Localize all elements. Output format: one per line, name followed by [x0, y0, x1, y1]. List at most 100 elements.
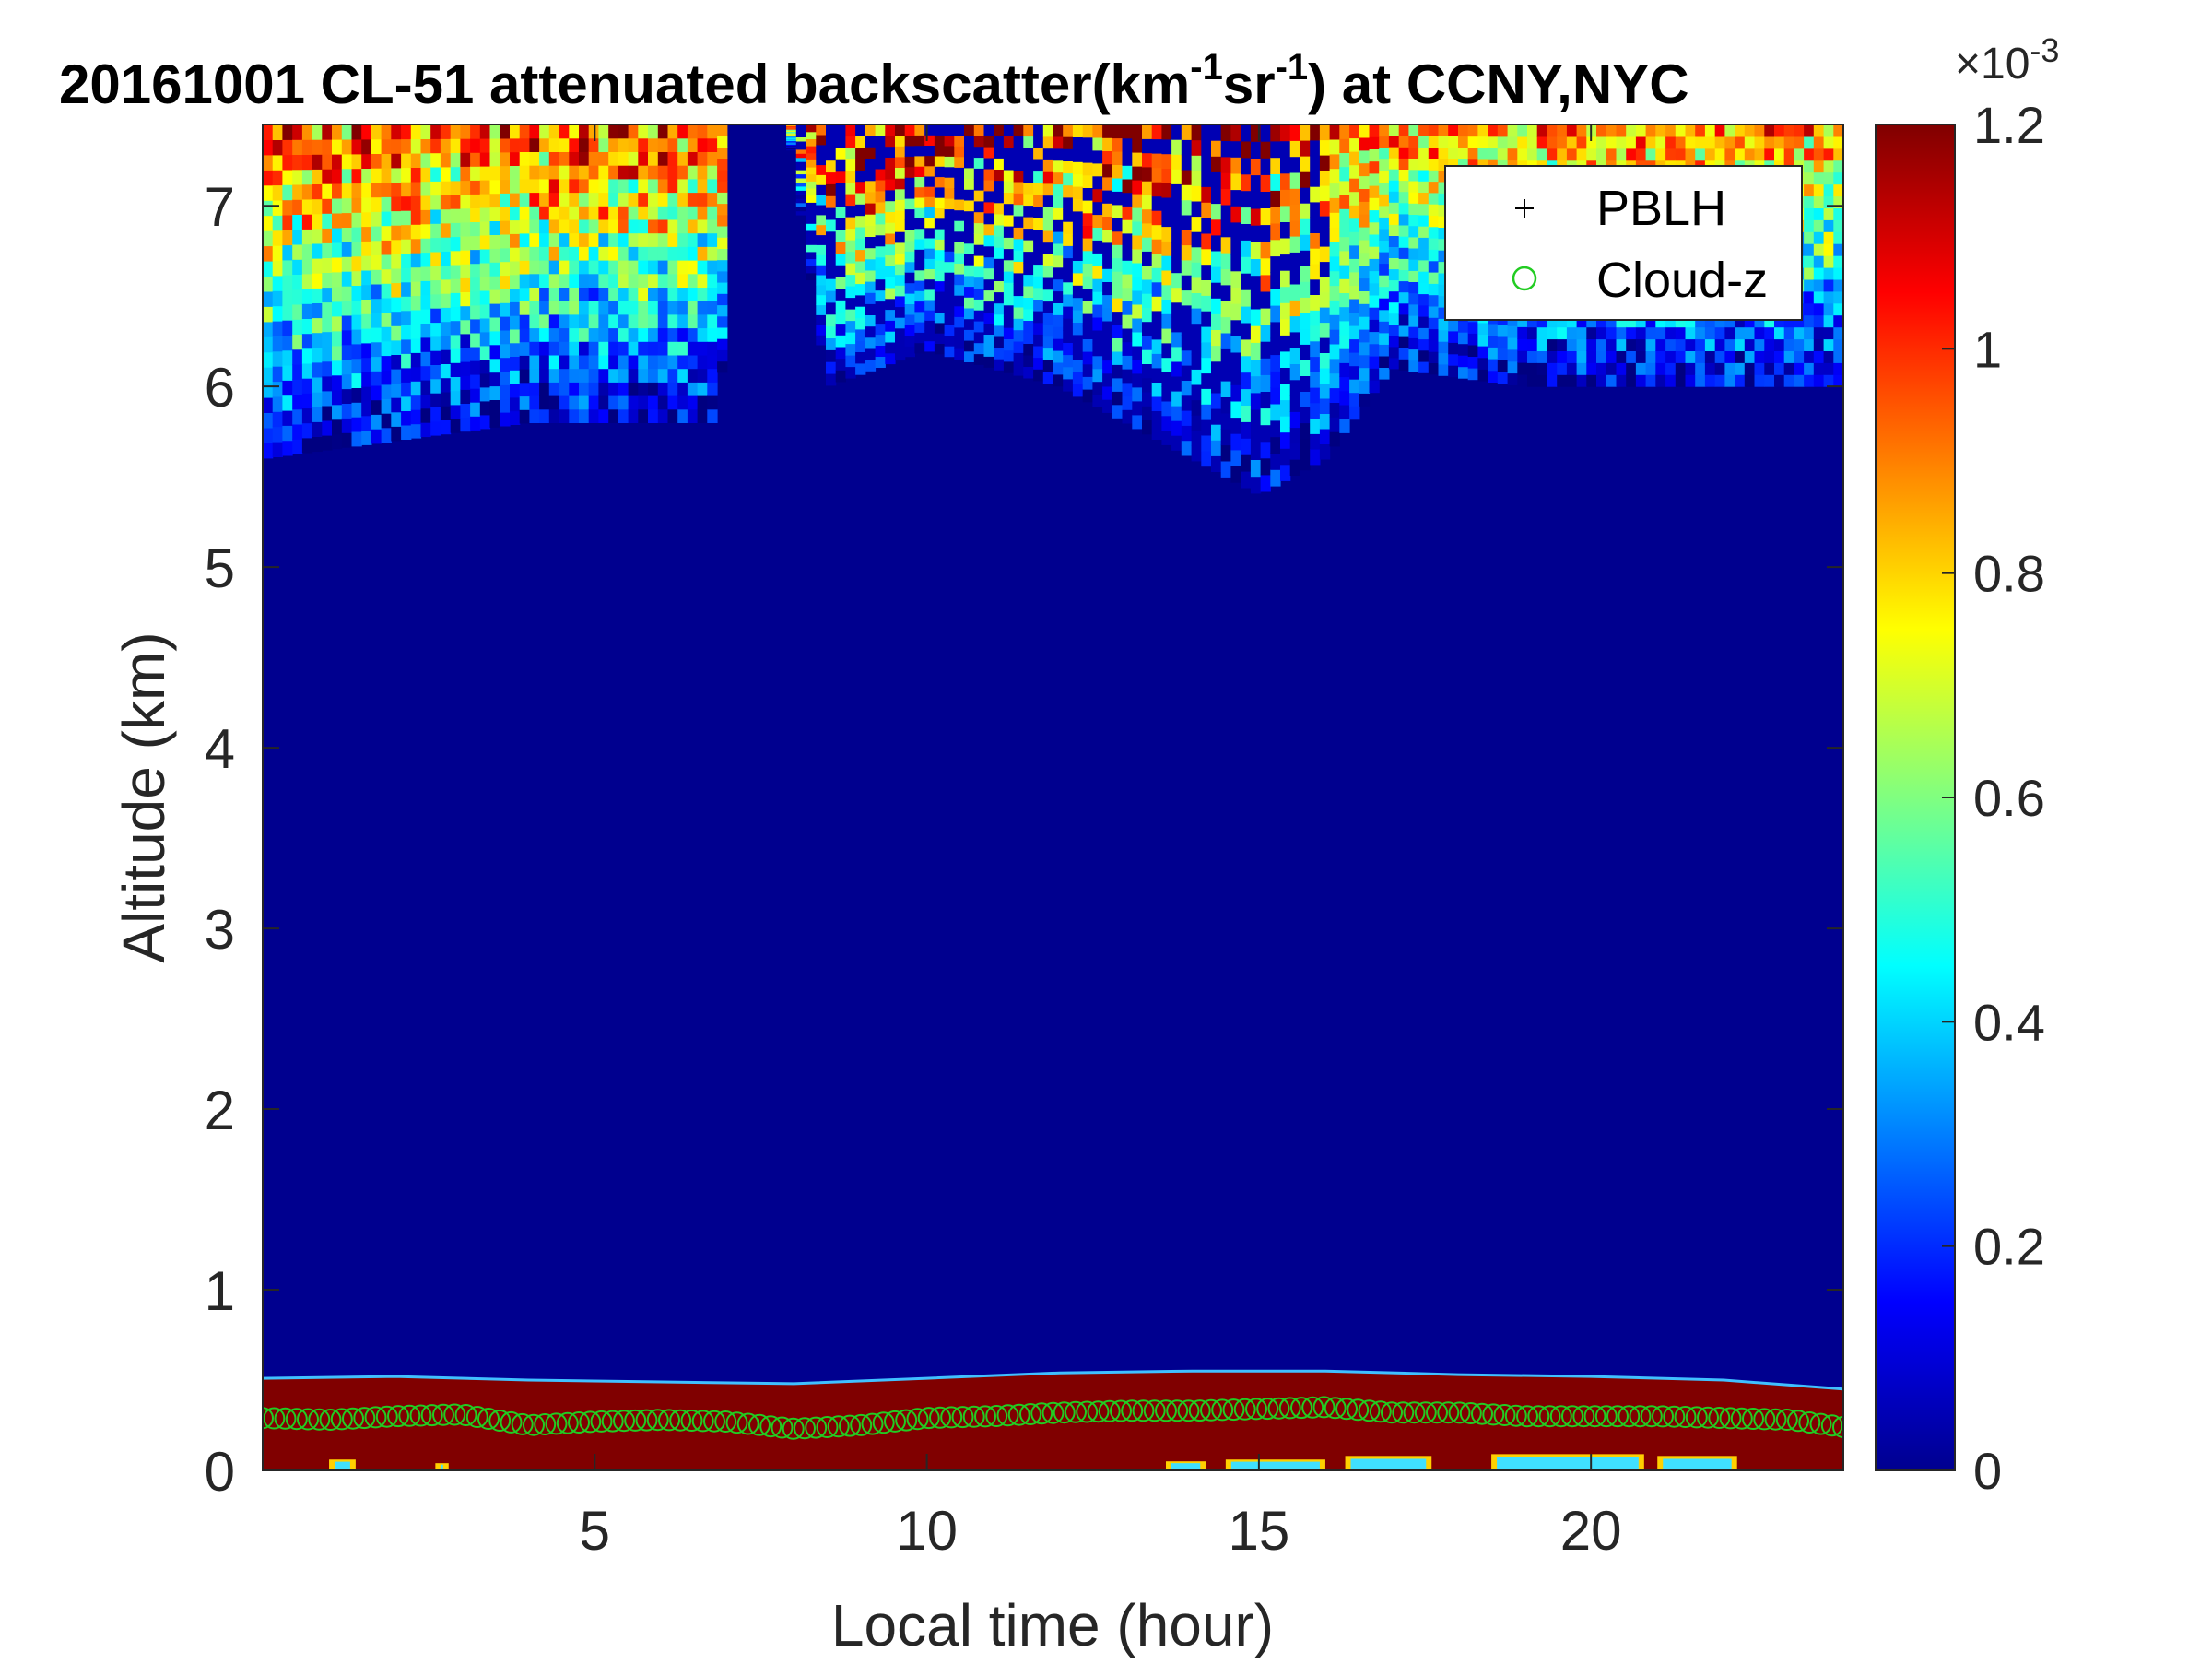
- upper-layer-cell: [420, 380, 431, 395]
- upper-layer-cell: [1092, 381, 1103, 395]
- upper-layer-cell: [795, 173, 807, 179]
- upper-layer-cell: [1092, 291, 1103, 305]
- upper-layer-cell: [479, 234, 491, 250]
- upper-layer-cell: [1596, 124, 1607, 137]
- upper-layer-cell: [500, 343, 511, 359]
- upper-layer-cell: [1053, 171, 1064, 185]
- upper-layer-cell: [272, 290, 283, 307]
- upper-layer-cell: [1448, 136, 1459, 148]
- upper-layer-cell: [806, 181, 817, 189]
- upper-layer-cell: [816, 254, 827, 266]
- upper-layer-cell: [1438, 181, 1449, 194]
- upper-layer-cell: [489, 372, 500, 387]
- upper-layer-cell: [865, 203, 877, 215]
- upper-layer-cell: [677, 124, 688, 139]
- upper-layer-cell: [1230, 466, 1241, 483]
- cloud-z-point: [534, 1413, 557, 1435]
- upper-layer-cell: [1023, 217, 1034, 230]
- upper-layer-cell: [292, 394, 303, 410]
- cloud-z-point: [1618, 1405, 1641, 1428]
- upper-layer-cell: [569, 178, 580, 194]
- cloud-z-point: [680, 1410, 703, 1432]
- upper-layer-cell: [500, 357, 511, 372]
- upper-layer-cell: [895, 285, 906, 297]
- upper-layer-cell: [1161, 211, 1172, 228]
- upper-layer-cell: [1023, 274, 1034, 287]
- upper-layer-cell: [1329, 431, 1340, 447]
- upper-layer-cell: [885, 341, 896, 354]
- upper-layer-cell: [638, 368, 649, 383]
- upper-layer-cell: [440, 152, 452, 168]
- upper-layer-cell: [1448, 342, 1459, 355]
- upper-layer-cell: [1685, 362, 1696, 375]
- upper-layer-cell: [1319, 413, 1331, 430]
- upper-layer-cell: [1576, 350, 1587, 363]
- upper-layer-cell: [1241, 289, 1252, 307]
- upper-layer-cell: [1102, 307, 1113, 322]
- upper-layer-cell: [1270, 255, 1281, 273]
- cloud-z-point: [263, 1407, 286, 1430]
- upper-layer-cell: [816, 314, 827, 325]
- boundary-layer-fill: [263, 1371, 1843, 1470]
- upper-layer-cell: [1695, 314, 1706, 328]
- upper-layer-cell: [973, 353, 985, 365]
- upper-layer-cell: [529, 218, 540, 234]
- upper-layer-cell: [1833, 243, 1843, 256]
- upper-layer-cell: [608, 382, 619, 396]
- upper-layer-cell: [1833, 124, 1843, 137]
- upper-layer-cell: [539, 382, 550, 396]
- upper-layer-cell: [312, 198, 323, 215]
- cloud-z-point: [872, 1411, 895, 1434]
- cloud-z-point: [454, 1404, 477, 1426]
- upper-layer-cell: [1704, 362, 1716, 375]
- upper-layer-cell: [301, 348, 313, 364]
- upper-layer-cell: [1823, 183, 1834, 197]
- upper-layer-cell: [401, 353, 412, 369]
- upper-layer-cell: [1230, 254, 1241, 272]
- upper-layer-cell: [1783, 148, 1794, 161]
- upper-layer-cell: [1823, 231, 1834, 244]
- upper-layer-cell: [479, 317, 491, 333]
- upper-layer-cell: [420, 294, 431, 310]
- upper-layer-cell: [391, 138, 402, 154]
- upper-layer-cell: [579, 218, 590, 234]
- upper-layer-cell: [450, 152, 461, 168]
- upper-layer-cell: [1053, 159, 1064, 173]
- upper-layer-cell: [934, 312, 946, 324]
- upper-layer-cell: [1339, 208, 1350, 223]
- upper-layer-cell: [1339, 404, 1350, 419]
- upper-layer-cell: [322, 420, 333, 436]
- upper-layer-cell: [1042, 348, 1054, 360]
- upper-layer-cell: [1042, 136, 1054, 149]
- upper-layer-cell: [1289, 188, 1300, 206]
- upper-layer-cell: [1714, 148, 1725, 161]
- upper-layer-cell: [312, 228, 323, 244]
- upper-layer-cell: [944, 240, 955, 252]
- upper-layer-cell: [1606, 362, 1618, 375]
- upper-layer-cell: [1714, 124, 1725, 137]
- upper-layer-cell: [1181, 154, 1193, 171]
- upper-layer-cell: [1576, 124, 1587, 137]
- y-tick-label: 6: [205, 357, 235, 419]
- upper-layer-cell: [855, 294, 866, 307]
- upper-layer-cell: [638, 124, 649, 139]
- upper-layer-cell: [1735, 338, 1746, 351]
- upper-layer-cell: [1566, 314, 1578, 328]
- upper-layer-cell: [1724, 338, 1735, 351]
- upper-layer-cell: [1280, 431, 1291, 449]
- upper-layer-cell: [1191, 338, 1202, 355]
- upper-layer-cell: [282, 320, 293, 336]
- cloud-z-point: [759, 1415, 782, 1438]
- upper-layer-cell: [924, 330, 935, 342]
- upper-layer-cell: [657, 192, 669, 207]
- upper-layer-cell: [1685, 136, 1696, 149]
- upper-layer-cell: [361, 386, 372, 402]
- upper-layer-cell: [835, 311, 846, 325]
- upper-layer-cell: [1161, 299, 1172, 314]
- upper-layer-cell: [420, 336, 431, 352]
- upper-layer-cell: [460, 305, 471, 321]
- cloud-z-point: [1403, 1401, 1426, 1424]
- upper-layer-cell: [1428, 170, 1440, 183]
- upper-layer-cell: [301, 229, 313, 245]
- upper-layer-cell: [1132, 303, 1143, 319]
